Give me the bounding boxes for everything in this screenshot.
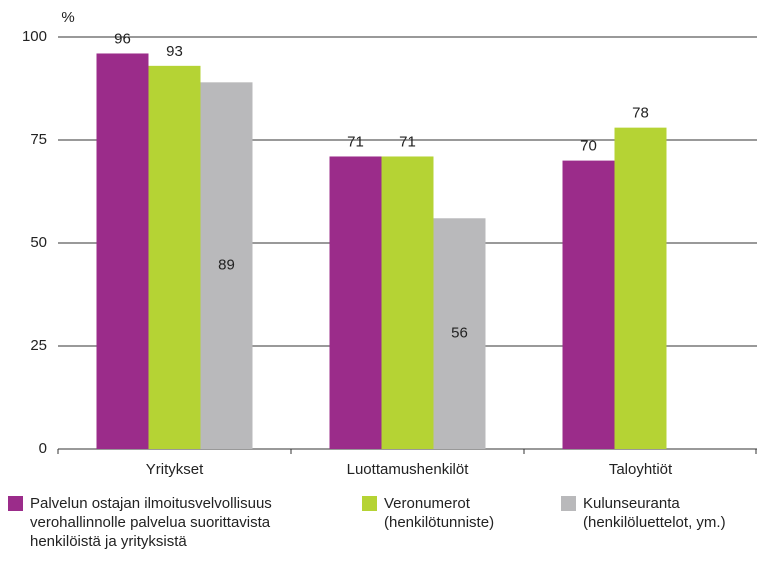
y-tick-label: 50 (30, 234, 47, 251)
data-label: 71 (399, 133, 416, 150)
bar (562, 160, 615, 449)
bar (614, 127, 667, 449)
x-tick-label: Yritykset (146, 461, 204, 478)
y-tick-label: 0 (39, 440, 47, 457)
data-label: 96 (114, 30, 131, 47)
bar (381, 156, 434, 450)
x-tick-label: Luottamushenkilöt (347, 461, 470, 478)
y-axis-label: % (61, 9, 74, 26)
data-label: 89 (218, 257, 235, 274)
bar (329, 156, 382, 450)
y-tick-label: 100 (22, 28, 47, 45)
legend-swatch (561, 496, 576, 511)
legend-item: Veronumerot (henkilötunniste) (362, 494, 524, 532)
y-tick-label: 75 (30, 131, 47, 148)
data-label: 71 (347, 133, 364, 150)
data-label: 78 (632, 105, 649, 122)
bar (96, 53, 149, 449)
data-label: 70 (580, 138, 597, 155)
legend-swatch (362, 496, 377, 511)
legend-item: Kulunseuranta (henkilöluettelot, ym.) (561, 494, 757, 532)
data-label: 56 (451, 325, 468, 342)
bar (200, 82, 253, 449)
data-label: 93 (166, 43, 183, 60)
legend-label: Palvelun ostajan ilmoitusvelvollisuus ve… (30, 495, 272, 550)
bar (433, 218, 486, 449)
chart: % 0 25 50 75 100 Yritykset 96 93 89 Luottamushenk… (22, 9, 757, 478)
legend-label: Kulunseuranta (henkilöluettelot, ym.) (583, 495, 726, 531)
legend-label: Veronumerot (henkilötunniste) (384, 495, 495, 531)
y-tick-label: 25 (30, 337, 47, 354)
bar (148, 65, 201, 449)
x-tick-label: Taloyhtiöt (609, 461, 673, 478)
legend-swatch (8, 496, 23, 511)
legend-item: Palvelun ostajan ilmoitusvelvollisuus ve… (8, 494, 335, 551)
